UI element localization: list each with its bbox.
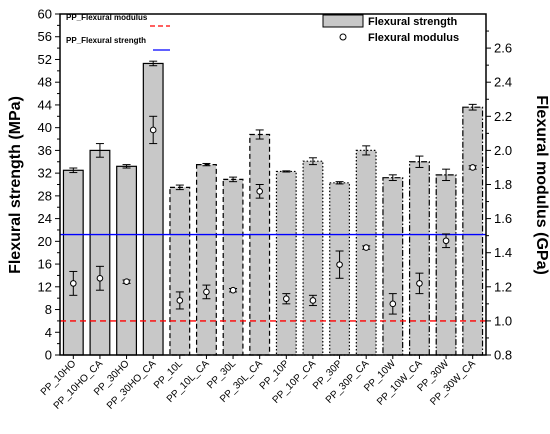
legend-strength-label: Flexural strength — [368, 16, 458, 28]
y-tick-label: 56 — [38, 29, 52, 44]
y-tick-label: 8 — [45, 302, 52, 317]
y-tick-label: 20 — [38, 234, 52, 249]
y2-axis-label: Flexural modulus (GPa) — [533, 95, 550, 275]
y2-tick-label: 1.4 — [494, 245, 512, 260]
y-tick-label: 24 — [38, 211, 52, 226]
strength-bar — [62, 169, 84, 356]
modulus-point — [469, 164, 476, 171]
strength-bar — [116, 165, 138, 356]
modulus-point — [416, 280, 423, 287]
modulus-point — [123, 278, 130, 285]
ref-strength-label: PP_Flexural strength — [66, 36, 146, 45]
y2-tick-label: 1.6 — [494, 211, 512, 226]
modulus-point — [309, 297, 317, 304]
modulus-point — [96, 274, 104, 282]
y2-tick-label: 2.0 — [494, 143, 512, 158]
modulus-point — [203, 288, 210, 296]
y-tick-label: 12 — [38, 279, 52, 294]
bars-layer — [62, 60, 484, 356]
strength-bar — [195, 164, 217, 356]
reference-legend: PP_Flexural modulus PP_Flexural strength — [66, 13, 170, 51]
modulus-point — [149, 126, 157, 134]
y-tick-label: 28 — [38, 188, 52, 203]
y-tick-label: 40 — [38, 120, 52, 135]
strength-bar — [382, 177, 404, 356]
legend: Flexural strength Flexural modulus — [322, 14, 459, 44]
strength-bar — [275, 170, 297, 356]
category-label: PP_30HO_CA — [105, 358, 159, 412]
strength-bar — [302, 160, 324, 356]
y-tick-label: 16 — [38, 257, 52, 272]
modulus-point — [70, 280, 77, 287]
legend-modulus-marker — [339, 33, 347, 41]
category-labels: PP_10HOPP_10HO_CAPP_30HOPP_30HO_CAPP_10L… — [39, 358, 478, 412]
strength-bar — [142, 62, 164, 356]
y-tick-label: 60 — [38, 7, 52, 22]
y2-tick-label: 2.4 — [494, 75, 512, 90]
modulus-point — [229, 286, 237, 294]
strength-bar — [355, 149, 377, 356]
modulus-point — [336, 261, 343, 268]
strength-bar — [89, 149, 111, 356]
legend-modulus-label: Flexural modulus — [368, 32, 459, 44]
y-tick-label: 48 — [38, 75, 52, 90]
modulus-point — [256, 188, 263, 195]
y2-tick-label: 1.8 — [494, 177, 512, 192]
y2-tick-label: 2.6 — [494, 41, 512, 56]
y-tick-label: 36 — [38, 143, 52, 158]
strength-bar — [462, 106, 484, 356]
modulus-point — [362, 244, 370, 251]
strength-bar — [169, 186, 191, 356]
y-axis-label: Flexural strength (MPa) — [7, 96, 24, 274]
modulus-points-layer — [69, 115, 477, 315]
ref-modulus-label: PP_Flexural modulus — [66, 13, 148, 22]
reference-lines-layer — [60, 233, 486, 322]
strength-bar — [222, 178, 244, 356]
axes-layer: 048121620242832364044485256600.81.01.21.… — [38, 7, 513, 363]
y2-tick-label: 0.8 — [494, 348, 512, 363]
y-tick-label: 52 — [38, 52, 52, 67]
y2-tick-label: 1.0 — [494, 313, 512, 328]
y2-tick-label: 2.2 — [494, 109, 512, 124]
y-tick-label: 32 — [38, 166, 52, 181]
y2-tick-label: 1.2 — [494, 279, 512, 294]
modulus-point — [389, 300, 397, 308]
strength-bar — [249, 133, 271, 356]
modulus-point — [176, 297, 184, 304]
modulus-point — [283, 295, 290, 303]
strength-bar — [435, 174, 457, 356]
y-tick-label: 44 — [38, 97, 52, 112]
y-tick-label: 4 — [45, 325, 52, 340]
y-tick-label: 0 — [45, 348, 52, 363]
strength-bar — [408, 161, 430, 356]
modulus-point — [442, 237, 450, 245]
legend-bar-swatch — [322, 14, 364, 28]
